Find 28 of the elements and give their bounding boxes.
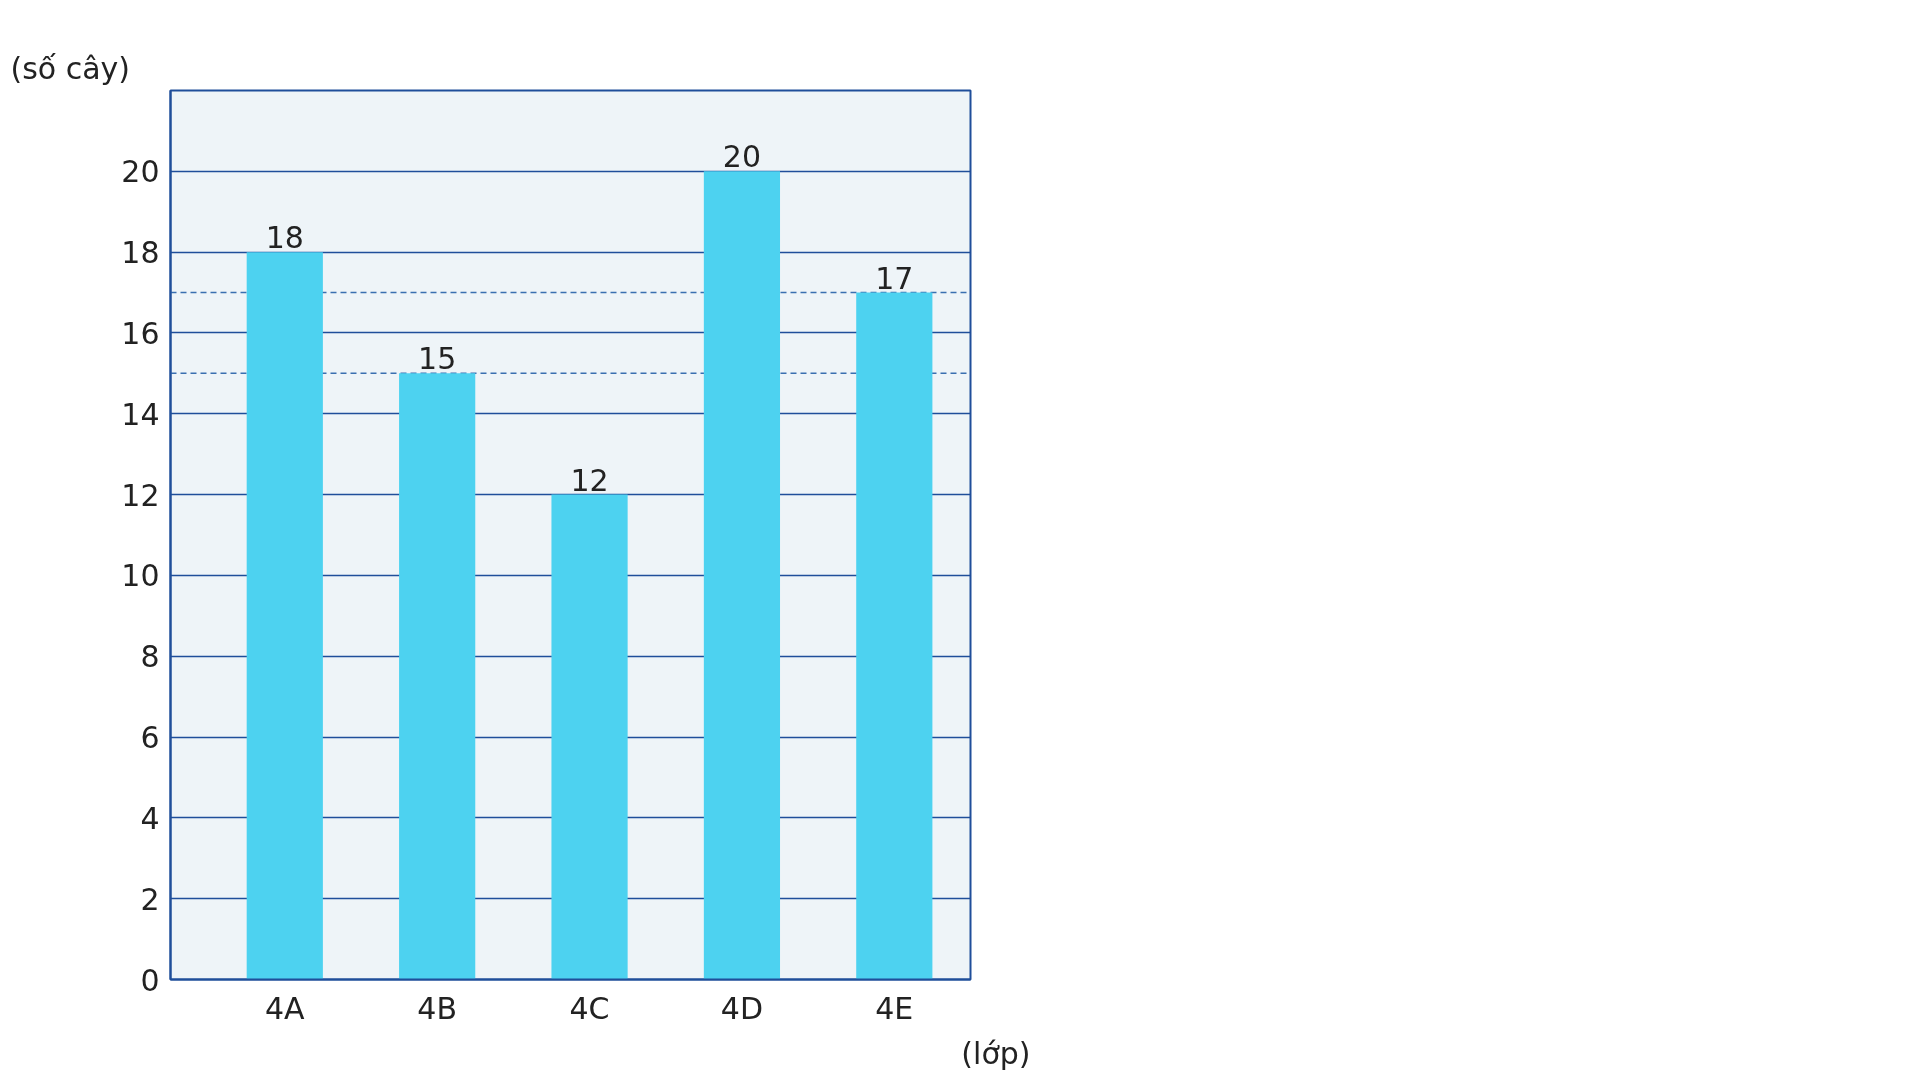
- x-axis-title: (lớp): [961, 1035, 1031, 1071]
- x-tick-label: 4E: [875, 990, 914, 1026]
- data-label: 18: [265, 220, 304, 256]
- y-tick-label: 18: [121, 235, 160, 271]
- y-tick-label: 12: [121, 477, 160, 513]
- data-label: 17: [875, 260, 914, 296]
- data-label: 12: [570, 462, 609, 498]
- bar: [703, 171, 781, 980]
- bar: [246, 252, 323, 980]
- x-tick-label: 4A: [264, 990, 306, 1026]
- y-tick-label: 10: [121, 558, 160, 594]
- bar: [399, 373, 476, 980]
- bar: [551, 494, 628, 980]
- data-label: 20: [722, 139, 762, 175]
- y-tick-label: 4: [140, 800, 160, 836]
- y-tick-label: 6: [140, 720, 160, 756]
- bar: [856, 292, 933, 980]
- x-tick-label: 4C: [569, 990, 610, 1026]
- y-tick-label: 20: [121, 154, 160, 190]
- y-tick-label: 14: [121, 396, 160, 432]
- y-axis-title: (số cây): [10, 50, 131, 86]
- data-label: 15: [418, 341, 457, 377]
- y-tick-label: 8: [140, 639, 160, 675]
- y-tick-label: 0: [140, 962, 160, 998]
- x-tick-label: 4B: [417, 990, 457, 1026]
- y-tick-label: 2: [140, 881, 160, 917]
- x-tick-label: 4D: [720, 990, 764, 1026]
- y-tick-label: 16: [121, 315, 160, 351]
